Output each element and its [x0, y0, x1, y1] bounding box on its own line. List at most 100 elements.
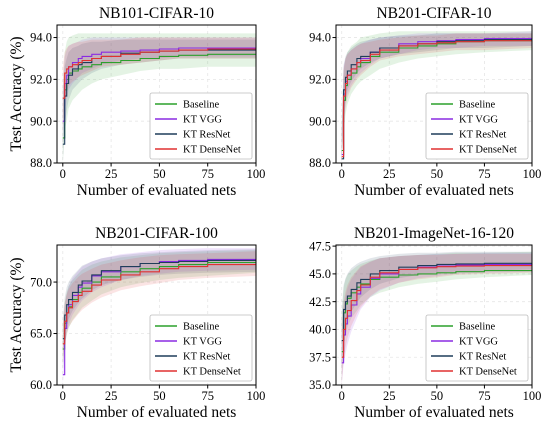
x-tick-label: 100	[523, 167, 542, 181]
band-baseline	[341, 251, 532, 383]
line-baseline	[62, 53, 256, 139]
x-tick-label: 0	[339, 389, 345, 403]
x-tick-label: 25	[383, 167, 396, 181]
legend-entry: KT DenseNet	[183, 367, 241, 378]
band-kt-densenet	[62, 37, 256, 132]
chart-title: NB201-ImageNet-16-120	[354, 225, 514, 242]
x-tick-label: 50	[153, 167, 166, 181]
panel-2: 0 25 50 75 100 88.0 90.0 92.0 94.0 NB201-CIFAR-10…	[309, 5, 541, 199]
x-tick-label: 75	[201, 389, 214, 403]
panel-4: 0 25 50 75 100 35.0 37.5 40.0 42.5 45.0 47.5 NB201-…	[309, 225, 541, 421]
legend-entry: Baseline	[459, 322, 495, 333]
legend-entry: KT VGG	[459, 337, 498, 348]
x-axis-label: Number of evaluated nets	[77, 182, 237, 199]
legend-entry: KT VGG	[183, 337, 222, 348]
line-kt-densenet	[341, 265, 532, 358]
x-tick-label: 100	[523, 389, 542, 403]
y-tick-label: 45.0	[309, 267, 331, 281]
band-kt-resnet	[341, 251, 532, 369]
legend-box	[425, 92, 529, 160]
chart-title: NB201-CIFAR-10	[376, 5, 491, 22]
legend-entry: KT ResNet	[459, 130, 506, 141]
legend-box	[149, 92, 253, 160]
band-kt-vgg	[341, 31, 532, 163]
x-tick-label: 75	[478, 167, 491, 181]
axes-frame	[56, 244, 257, 386]
panel-3: 0 25 50 75 100 60.0 65.0 70.0 NB201-CIFAR-100 Num…	[8, 225, 265, 421]
legend-entry: KT ResNet	[459, 352, 506, 363]
axes-frame	[335, 24, 533, 164]
legend-box	[425, 314, 529, 382]
legend-entry: KT ResNet	[183, 130, 230, 141]
legend-entry: KT DenseNet	[459, 145, 517, 156]
x-tick-label: 25	[105, 167, 118, 181]
x-tick-label: 50	[431, 389, 444, 403]
legend: Baseline KT VGG KT ResNet KT DenseNet	[425, 92, 529, 160]
legend: Baseline KT VGG KT ResNet KT DenseNet	[425, 314, 529, 382]
plot-area	[341, 251, 532, 385]
y-tick-label: 88.0	[309, 156, 331, 170]
y-tick-label: 40.0	[309, 323, 331, 337]
band-baseline	[341, 31, 532, 163]
band-kt-resnet	[341, 33, 532, 163]
x-axis-label: Number of evaluated nets	[77, 404, 237, 421]
legend-entry: Baseline	[183, 322, 219, 333]
legend: Baseline KT VGG KT ResNet KT DenseNet	[149, 314, 253, 382]
line-kt-densenet	[62, 48, 256, 99]
y-tick-label: 94.0	[30, 31, 52, 45]
legend-box	[149, 314, 253, 382]
legend-entry: KT DenseNet	[183, 145, 241, 156]
y-tick-label: 92.0	[309, 73, 331, 87]
y-tick-label: 90.0	[309, 114, 331, 128]
line-kt-resnet	[62, 259, 256, 340]
line-kt-resnet	[341, 262, 532, 342]
x-tick-label: 50	[153, 389, 166, 403]
legend-entry: KT VGG	[183, 115, 222, 126]
line-kt-densenet	[62, 262, 256, 345]
legend-entry: Baseline	[183, 100, 219, 111]
x-tick-label: 0	[339, 167, 345, 181]
band-kt-densenet	[341, 33, 532, 163]
line-kt-densenet	[341, 39, 532, 158]
band-baseline	[62, 33, 256, 163]
plot-area	[341, 31, 532, 163]
y-tick-label: 94.0	[309, 31, 331, 45]
plot-area	[62, 33, 256, 163]
legend-entry: KT DenseNet	[459, 367, 517, 378]
y-tick-label: 42.5	[309, 295, 331, 309]
band-kt-densenet	[341, 253, 532, 385]
plot-area	[62, 248, 256, 385]
x-tick-label: 0	[60, 389, 66, 403]
band-kt-vgg	[62, 248, 256, 385]
legend: Baseline KT VGG KT ResNet KT DenseNet	[149, 92, 253, 160]
y-tick-label: 60.0	[30, 378, 52, 392]
y-tick-label: 65.0	[30, 327, 52, 341]
y-tick-label: 88.0	[30, 156, 52, 170]
y-tick-label: 70.0	[30, 275, 52, 289]
y-tick-label: 90.0	[30, 114, 52, 128]
y-tick-label: 37.5	[309, 350, 331, 364]
band-kt-vgg	[341, 252, 532, 385]
y-tick-label: 47.5	[309, 239, 331, 253]
y-axis-label: Test Accuracy (%)	[8, 36, 25, 151]
x-axis-label: Number of evaluated nets	[354, 182, 514, 199]
x-tick-label: 100	[247, 389, 266, 403]
legend-entry: KT ResNet	[183, 352, 230, 363]
x-tick-label: 25	[105, 389, 118, 403]
x-tick-label: 25	[383, 389, 396, 403]
axes-frame	[56, 24, 257, 164]
legend-entry: Baseline	[459, 100, 495, 111]
x-tick-label: 50	[431, 167, 444, 181]
axes-frame	[335, 244, 533, 386]
y-tick-label: 35.0	[309, 378, 331, 392]
x-tick-label: 75	[478, 389, 491, 403]
x-tick-label: 75	[201, 167, 214, 181]
chart-title: NB201-CIFAR-100	[95, 225, 218, 242]
x-tick-label: 100	[247, 167, 266, 181]
y-axis-label: Test Accuracy (%)	[8, 257, 25, 372]
chart-title: NB101-CIFAR-10	[99, 5, 214, 22]
y-tick-label: 92.0	[30, 73, 52, 87]
x-tick-label: 0	[60, 167, 66, 181]
legend-entry: KT VGG	[459, 115, 498, 126]
